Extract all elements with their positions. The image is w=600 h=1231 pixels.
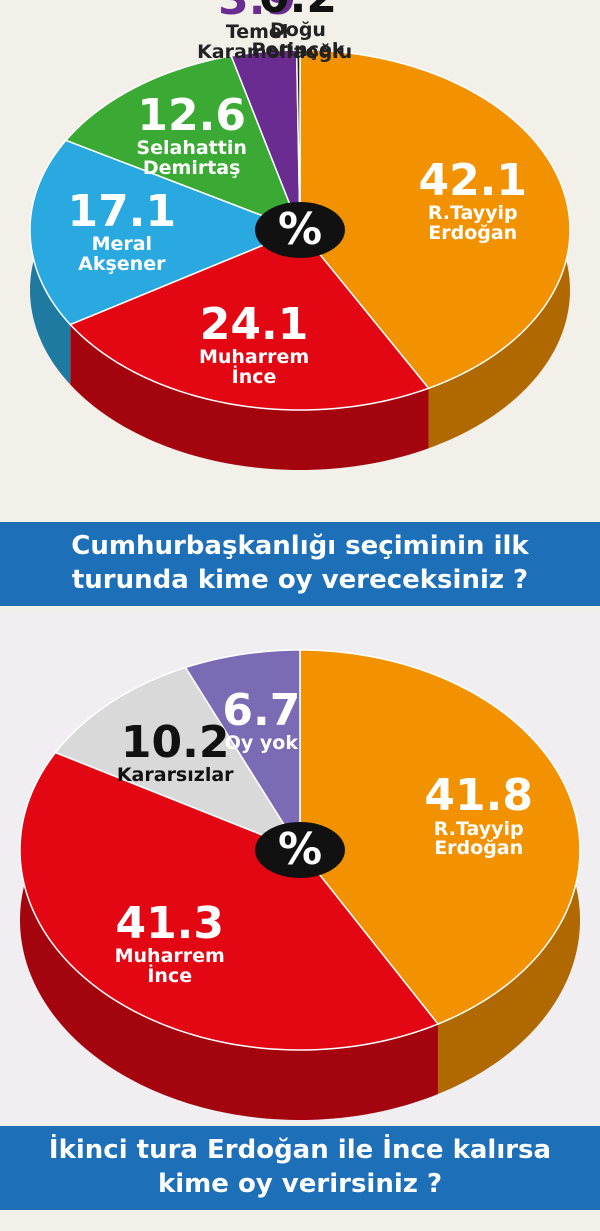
slice (68, 229, 430, 411)
slice-label: 42.1 R.Tayyip Erdoğan (398, 154, 548, 244)
category-label: Muharrem İnce (198, 345, 310, 388)
slice-side (70, 324, 429, 470)
value-label: 17.1 (67, 185, 177, 237)
center-label: % (255, 202, 345, 258)
category-label: R.Tayyip Erdoğan (433, 817, 524, 860)
category-label: Meral Akşener (78, 233, 166, 275)
value-label: 24.1 (199, 298, 309, 350)
slice (184, 649, 301, 853)
value-label: 12.6 (137, 89, 246, 141)
slice-label: 24.1 Muharrem İnce (179, 298, 329, 388)
slice (299, 49, 571, 390)
slice-label: 3.9Temel Karamollaoğlu (197, 0, 353, 63)
slice (54, 666, 302, 852)
value-label: 41.3 (115, 897, 225, 949)
center-label: % (255, 822, 345, 878)
category-label: Doğu Perinçek (251, 18, 345, 61)
value-label: 41.8 (424, 770, 533, 822)
category-label: Muharrem İnce (114, 944, 225, 987)
category-label: R.Tayyip Erdoğan (427, 201, 518, 244)
slice (230, 49, 301, 231)
slice-side (20, 752, 438, 1120)
question-banner: Cumhurbaşkanlığı seçiminin ilk turunda k… (0, 522, 600, 606)
slice (19, 751, 440, 1051)
category-label: Oy yok (224, 732, 298, 755)
slice-label: 10.2 Kararsızlar (100, 716, 250, 786)
value-label: 42.1 (418, 154, 528, 206)
value-label: 3.9 (197, 0, 317, 23)
slice-label: 41.8 R.Tayyip Erdoğan (404, 773, 554, 859)
slice (29, 139, 303, 326)
slice-label: 12.6 Selahattin Demirtaş (117, 89, 267, 179)
slice-label: 41.3 Muharrem İnce (95, 897, 245, 987)
category-label: Temel Karamollaoğlu (197, 20, 353, 63)
category-label: Selahattin Demirtaş (136, 136, 247, 179)
slice-label: 0.2Doğu Perinçek (238, 0, 358, 61)
slice-label: 17.1 Meral Akşener (47, 185, 197, 275)
slice-label: 6.7 Oy yok (186, 684, 336, 755)
value-label: 10.2 (120, 716, 230, 768)
value-label: 6.7 (222, 684, 301, 736)
category-label: Kararsızlar (116, 763, 234, 786)
value-label: 0.2 (238, 0, 358, 21)
slice (295, 49, 301, 231)
slice (64, 55, 302, 232)
slice (299, 649, 581, 1025)
question-banner: İkinci tura Erdoğan ile İnce kalırsa kim… (0, 1126, 600, 1210)
